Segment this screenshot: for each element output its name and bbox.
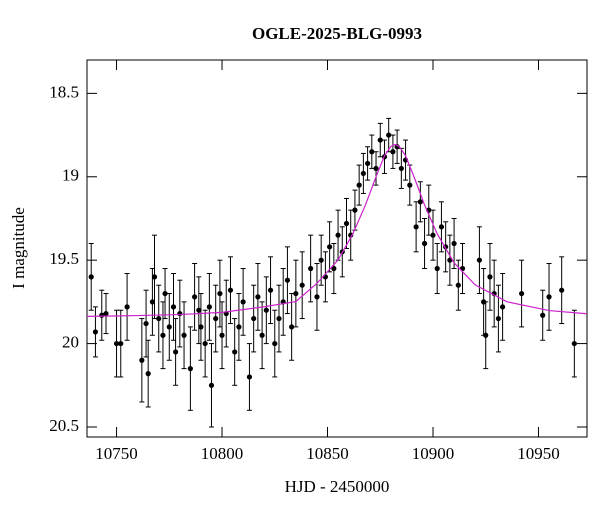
data-point xyxy=(343,220,350,227)
y-tick-label: 19 xyxy=(62,166,79,185)
data-point xyxy=(413,224,419,230)
data-point xyxy=(267,287,274,293)
model-curve xyxy=(86,143,588,317)
data-point xyxy=(149,299,156,305)
data-point xyxy=(571,340,577,347)
data-point xyxy=(438,224,445,230)
data-point xyxy=(483,332,489,338)
data-point xyxy=(318,257,324,263)
data-point xyxy=(430,232,436,238)
y-tick-label: 20 xyxy=(62,332,79,351)
data-point xyxy=(251,315,257,322)
data-point xyxy=(369,149,375,155)
data-point xyxy=(386,132,392,138)
data-point xyxy=(217,290,223,297)
data-point xyxy=(177,310,183,317)
data-point xyxy=(377,137,383,143)
data-point xyxy=(208,382,215,388)
data-point xyxy=(156,315,162,322)
data-point xyxy=(352,207,358,213)
data-point xyxy=(398,165,404,172)
x-tick-label: 10750 xyxy=(95,444,138,463)
data-point xyxy=(202,340,208,347)
data-point xyxy=(451,240,457,247)
data-point xyxy=(540,312,546,318)
data-point xyxy=(173,349,179,355)
y-tick-label: 19.5 xyxy=(49,249,79,268)
data-point xyxy=(390,149,396,155)
data-point xyxy=(272,340,278,347)
data-point xyxy=(276,315,282,322)
data-point xyxy=(289,324,295,330)
data-point xyxy=(240,299,246,305)
data-point xyxy=(88,274,94,280)
data-point xyxy=(487,274,493,280)
data-point xyxy=(196,307,202,313)
data-point xyxy=(373,165,379,172)
data-point xyxy=(162,290,168,297)
data-point xyxy=(124,304,130,310)
data-point xyxy=(191,294,198,300)
chart-title: OGLE-2025-BLG-0993 xyxy=(252,24,422,43)
y-tick-label: 20.5 xyxy=(49,416,79,435)
data-point xyxy=(500,304,506,310)
data-point xyxy=(145,371,151,377)
x-tick-label: 10950 xyxy=(517,444,560,463)
data-point xyxy=(407,182,413,188)
data-point xyxy=(293,290,299,297)
data-point xyxy=(118,340,124,347)
data-point xyxy=(166,324,172,330)
x-axis-label: HJD - 2450000 xyxy=(285,477,390,496)
data-point xyxy=(417,199,423,205)
data-point xyxy=(518,290,525,297)
y-axis-label: I magnitude xyxy=(9,207,28,289)
data-point xyxy=(314,294,320,300)
data-point xyxy=(113,340,120,347)
data-point xyxy=(160,332,166,338)
data-point xyxy=(259,332,265,338)
data-point xyxy=(232,349,238,355)
data-point xyxy=(255,294,261,300)
data-point xyxy=(139,357,145,363)
data-point xyxy=(198,324,204,330)
data-point xyxy=(151,274,158,280)
data-point xyxy=(143,320,149,327)
data-point xyxy=(219,332,225,338)
data-point xyxy=(476,257,483,263)
data-point xyxy=(335,232,341,238)
x-tick-label: 10850 xyxy=(306,444,349,463)
data-point xyxy=(495,315,501,322)
data-point xyxy=(187,366,193,372)
data-point xyxy=(181,332,187,338)
data-point xyxy=(331,265,337,272)
data-point xyxy=(213,315,219,322)
data-point xyxy=(227,287,234,293)
data-point xyxy=(434,265,440,272)
data-point xyxy=(236,324,242,330)
x-tick-label: 10900 xyxy=(412,444,455,463)
data-point xyxy=(170,304,177,310)
data-point xyxy=(546,294,552,300)
x-tick-label: 10800 xyxy=(201,444,244,463)
data-point xyxy=(299,282,305,288)
data-point xyxy=(327,244,333,250)
data-point xyxy=(284,277,291,283)
data-point xyxy=(360,170,366,177)
data-point xyxy=(92,329,99,335)
data-point xyxy=(246,374,253,380)
data-point xyxy=(559,287,565,293)
data-point xyxy=(421,240,428,247)
data-point xyxy=(308,265,314,272)
plot-frame xyxy=(86,59,588,438)
data-point xyxy=(455,282,461,288)
data-point xyxy=(206,304,212,310)
data-point xyxy=(356,182,362,188)
y-tick-label: 18.5 xyxy=(49,82,79,101)
data-point xyxy=(263,307,269,313)
data-point xyxy=(103,310,109,317)
data-point xyxy=(364,160,371,167)
